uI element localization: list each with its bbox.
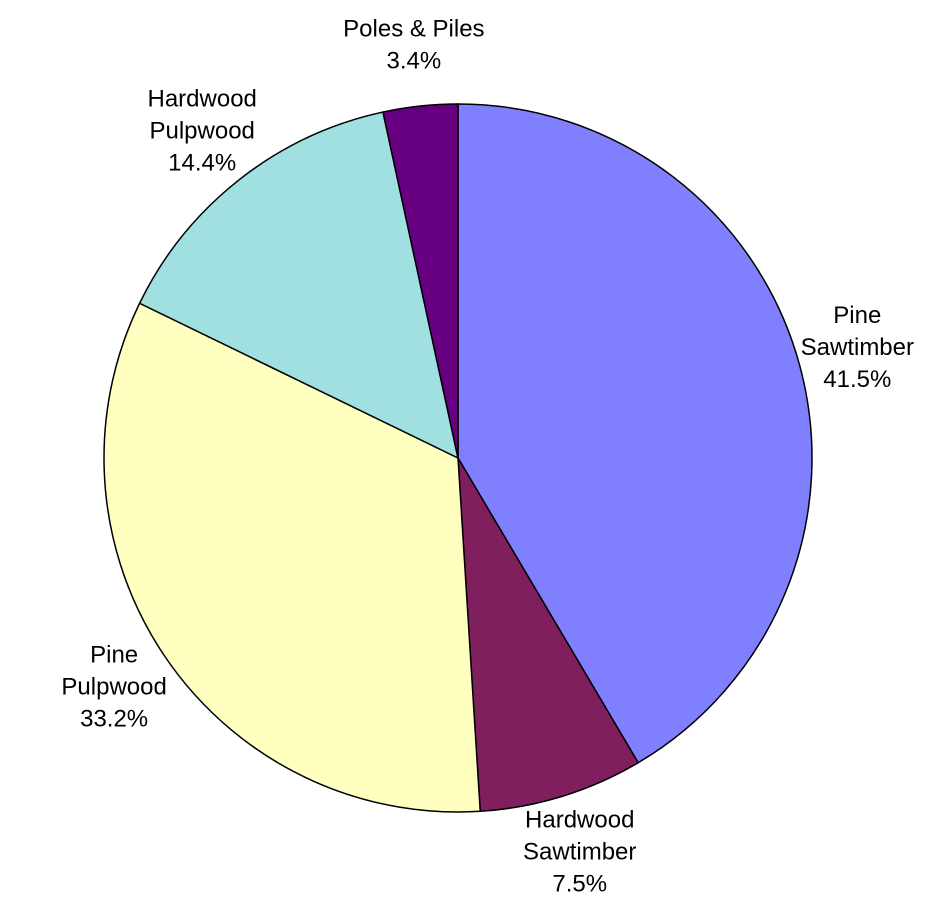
slice-category-label: Sawtimber (801, 334, 914, 361)
label-hardwood-sawtimber: Hardwood Sawtimber 7.5% (523, 807, 636, 898)
slice-pine-sawtimber (457, 103, 813, 764)
slice-pine-pulpwood (103, 302, 482, 813)
label-pine-sawtimber: Pine Sawtimber 41.5% (801, 302, 914, 393)
slice-category-label: Hardwood (525, 807, 634, 834)
slice-category-label: Pine (833, 302, 881, 329)
slice-hardwood-sawtimber (457, 457, 640, 813)
slice-value-label: 7.5% (552, 871, 607, 898)
slice-category-label: Pulpwood (61, 674, 166, 701)
slice-category-label: Pine (90, 642, 138, 669)
slice-value-label: 41.5% (823, 366, 891, 393)
slice-value-label: 3.4% (387, 48, 442, 75)
pie-slices (103, 103, 813, 813)
slice-hardwood-pulpwood (138, 111, 460, 460)
slice-category-label: Pulpwood (149, 118, 254, 145)
slice-value-label: 14.4% (168, 150, 236, 177)
slice-category-label: Sawtimber (523, 839, 636, 866)
label-poles-piles: Poles & Piles 3.4% (343, 16, 484, 75)
slice-poles-piles (382, 103, 459, 459)
label-pine-pulpwood: Pine Pulpwood 33.2% (61, 642, 166, 733)
slice-value-label: 33.2% (80, 706, 148, 733)
label-hardwood-pulpwood: Hardwood Pulpwood 14.4% (148, 86, 257, 177)
slice-category-label: Hardwood (148, 86, 257, 113)
pie-labels: Pine Sawtimber 41.5% Hardwood Sawtimber 7.5% P… (61, 16, 914, 898)
slice-category-label: Poles & Piles (343, 16, 484, 43)
